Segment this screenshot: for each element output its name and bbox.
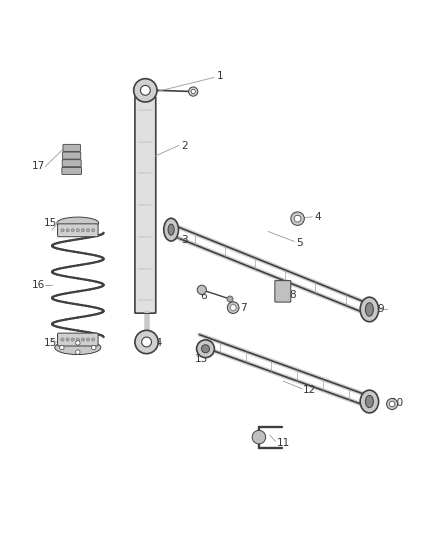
Circle shape <box>141 85 150 95</box>
Text: 8: 8 <box>290 290 296 301</box>
Circle shape <box>66 229 69 232</box>
Circle shape <box>61 229 64 232</box>
FancyBboxPatch shape <box>62 160 81 167</box>
Text: 16: 16 <box>32 280 45 290</box>
Circle shape <box>134 79 157 102</box>
Text: 10: 10 <box>391 398 404 408</box>
Text: 3: 3 <box>182 235 188 245</box>
FancyBboxPatch shape <box>57 224 98 237</box>
Text: 6: 6 <box>201 291 207 301</box>
Ellipse shape <box>360 390 378 413</box>
Text: 2: 2 <box>181 141 187 151</box>
Circle shape <box>60 345 64 350</box>
Ellipse shape <box>164 219 179 241</box>
Text: 9: 9 <box>378 304 384 314</box>
Circle shape <box>227 302 239 313</box>
FancyBboxPatch shape <box>57 333 98 346</box>
Circle shape <box>66 338 69 341</box>
Text: 17: 17 <box>32 161 45 172</box>
Circle shape <box>86 338 90 341</box>
Text: 5: 5 <box>296 238 302 247</box>
Circle shape <box>294 215 301 222</box>
Text: 4: 4 <box>315 212 321 222</box>
Circle shape <box>189 87 198 96</box>
Ellipse shape <box>57 217 99 229</box>
Text: 13: 13 <box>194 353 208 364</box>
Ellipse shape <box>360 297 378 322</box>
Circle shape <box>71 338 74 341</box>
Circle shape <box>92 338 95 341</box>
Circle shape <box>291 212 304 225</box>
Text: 1: 1 <box>217 71 224 81</box>
Ellipse shape <box>365 395 373 408</box>
Text: 11: 11 <box>277 438 290 448</box>
Ellipse shape <box>365 303 373 316</box>
Circle shape <box>76 341 80 345</box>
Circle shape <box>135 330 158 354</box>
FancyBboxPatch shape <box>63 144 81 151</box>
Circle shape <box>141 337 152 347</box>
Text: 14: 14 <box>150 338 163 348</box>
Circle shape <box>92 229 95 232</box>
Circle shape <box>81 229 85 232</box>
Circle shape <box>191 90 195 94</box>
Text: 12: 12 <box>303 385 316 395</box>
Ellipse shape <box>201 345 209 353</box>
Circle shape <box>230 305 236 311</box>
Circle shape <box>76 229 79 232</box>
Circle shape <box>387 399 398 409</box>
Circle shape <box>86 229 90 232</box>
Circle shape <box>76 338 79 341</box>
Circle shape <box>92 345 96 350</box>
Circle shape <box>61 338 64 341</box>
Ellipse shape <box>168 224 174 235</box>
Text: 15: 15 <box>44 218 57 228</box>
Text: 15: 15 <box>44 337 57 348</box>
FancyBboxPatch shape <box>62 167 81 174</box>
Circle shape <box>81 338 85 341</box>
Text: 7: 7 <box>240 303 247 313</box>
Circle shape <box>76 350 80 354</box>
Circle shape <box>71 229 74 232</box>
Circle shape <box>252 430 266 444</box>
Circle shape <box>389 401 395 407</box>
Circle shape <box>197 285 206 294</box>
Circle shape <box>227 296 233 302</box>
Ellipse shape <box>197 340 214 358</box>
FancyBboxPatch shape <box>135 97 156 313</box>
Ellipse shape <box>55 341 101 354</box>
FancyBboxPatch shape <box>63 152 81 159</box>
FancyBboxPatch shape <box>275 280 291 302</box>
